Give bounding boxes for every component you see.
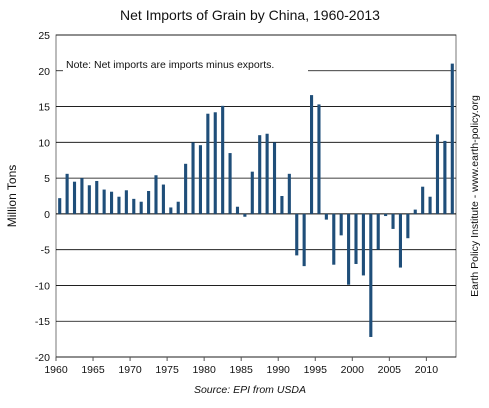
bar-1989 bbox=[272, 142, 277, 214]
bar-1978 bbox=[191, 142, 195, 214]
bar-2012 bbox=[443, 140, 447, 214]
bars bbox=[58, 63, 454, 337]
bar-2003 bbox=[376, 213, 380, 250]
x-tick-label: 1975 bbox=[155, 364, 179, 376]
y-tick-label: 15 bbox=[38, 102, 50, 114]
chart-title: Net Imports of Grain by China, 1960-2013 bbox=[120, 7, 380, 23]
bar-1969 bbox=[124, 190, 128, 214]
bar-1974 bbox=[161, 184, 165, 214]
bar-2006 bbox=[398, 213, 402, 268]
bar-1990 bbox=[280, 196, 284, 214]
bar-1960 bbox=[58, 198, 62, 214]
x-tick-label: 1965 bbox=[81, 364, 105, 376]
y-axis-label: Million Tons bbox=[5, 165, 19, 227]
bar-1991 bbox=[287, 173, 291, 214]
bar-1973 bbox=[154, 175, 158, 214]
bar-2009 bbox=[421, 186, 425, 214]
bar-1999 bbox=[347, 213, 351, 285]
bar-1997 bbox=[332, 213, 336, 265]
bar-2013 bbox=[450, 63, 454, 214]
y-tick-label: 10 bbox=[38, 137, 50, 149]
bar-2005 bbox=[391, 213, 395, 229]
bar-1992 bbox=[295, 213, 299, 256]
bar-1967 bbox=[110, 191, 114, 214]
bar-1995 bbox=[317, 104, 321, 214]
x-tick-label: 1990 bbox=[267, 364, 291, 376]
bar-1996 bbox=[324, 213, 328, 220]
bar-1980 bbox=[206, 113, 210, 214]
y-tick-label: 25 bbox=[38, 30, 50, 42]
x-tick-label: 2000 bbox=[341, 364, 365, 376]
bar-1971 bbox=[139, 201, 143, 214]
y-tick-label: 5 bbox=[44, 173, 50, 185]
y-tick-label: -5 bbox=[41, 245, 50, 257]
y-tick-label: -15 bbox=[35, 316, 50, 328]
bar-1985 bbox=[243, 213, 247, 217]
bar-2002 bbox=[369, 213, 373, 337]
bar-1965 bbox=[95, 180, 99, 214]
bar-1994 bbox=[310, 95, 314, 214]
plot-area bbox=[55, 34, 457, 358]
bar-1977 bbox=[184, 163, 188, 214]
bar-2010 bbox=[428, 196, 432, 214]
bar-2000 bbox=[354, 213, 358, 264]
source-label: Source: EPI from USDA bbox=[194, 384, 306, 396]
x-tick-label: 1970 bbox=[118, 364, 142, 376]
x-tick-label: 1995 bbox=[304, 364, 328, 376]
y-tick-label: -10 bbox=[35, 280, 50, 292]
bar-1998 bbox=[339, 213, 343, 236]
bar-2007 bbox=[406, 213, 410, 239]
bar-1963 bbox=[80, 178, 84, 214]
y-tick-label: 20 bbox=[38, 66, 50, 78]
bar-1976 bbox=[176, 201, 180, 214]
bar-1993 bbox=[302, 213, 306, 267]
bar-1966 bbox=[102, 189, 106, 214]
bar-1981 bbox=[213, 112, 217, 214]
y-tick-labels: 25 20 15 10 5 0 -5 -10 -15 -20 bbox=[35, 30, 50, 364]
bar-2011 bbox=[435, 134, 440, 214]
bar-1970 bbox=[132, 198, 136, 214]
bar-1968 bbox=[117, 196, 121, 214]
bar-1983 bbox=[228, 153, 232, 214]
x-tick-label: 1980 bbox=[192, 364, 216, 376]
bar-1979 bbox=[198, 145, 202, 214]
x-tick-label: 2005 bbox=[378, 364, 402, 376]
bar-1962 bbox=[72, 181, 77, 214]
bar-1987 bbox=[258, 135, 262, 214]
x-tick-label: 1985 bbox=[230, 364, 254, 376]
bar-1986 bbox=[250, 171, 254, 214]
credit-label: Earth Policy Institute - www.earth-polic… bbox=[469, 95, 481, 297]
bar-1964 bbox=[87, 185, 91, 214]
bar-2001 bbox=[361, 213, 365, 276]
y-tick-label: 0 bbox=[44, 209, 50, 221]
chart-note: Note: Net imports are imports minus expo… bbox=[66, 59, 274, 71]
x-tick-label: 2010 bbox=[415, 364, 439, 376]
x-tick-label: 1960 bbox=[44, 364, 68, 376]
bar-1972 bbox=[147, 190, 151, 214]
x-tick-labels: 1960 1965 1970 1975 1980 1985 1990 1995 2000 2005… bbox=[44, 357, 438, 376]
bar-1984 bbox=[235, 206, 240, 214]
bar-1988 bbox=[265, 133, 269, 214]
bar-1982 bbox=[221, 105, 225, 214]
bar-2004 bbox=[384, 213, 388, 217]
bar-1961 bbox=[65, 173, 69, 214]
bar-1975 bbox=[169, 207, 173, 214]
bar-2008 bbox=[413, 209, 417, 214]
y-tick-label: -20 bbox=[35, 352, 50, 364]
note-box bbox=[63, 56, 308, 72]
